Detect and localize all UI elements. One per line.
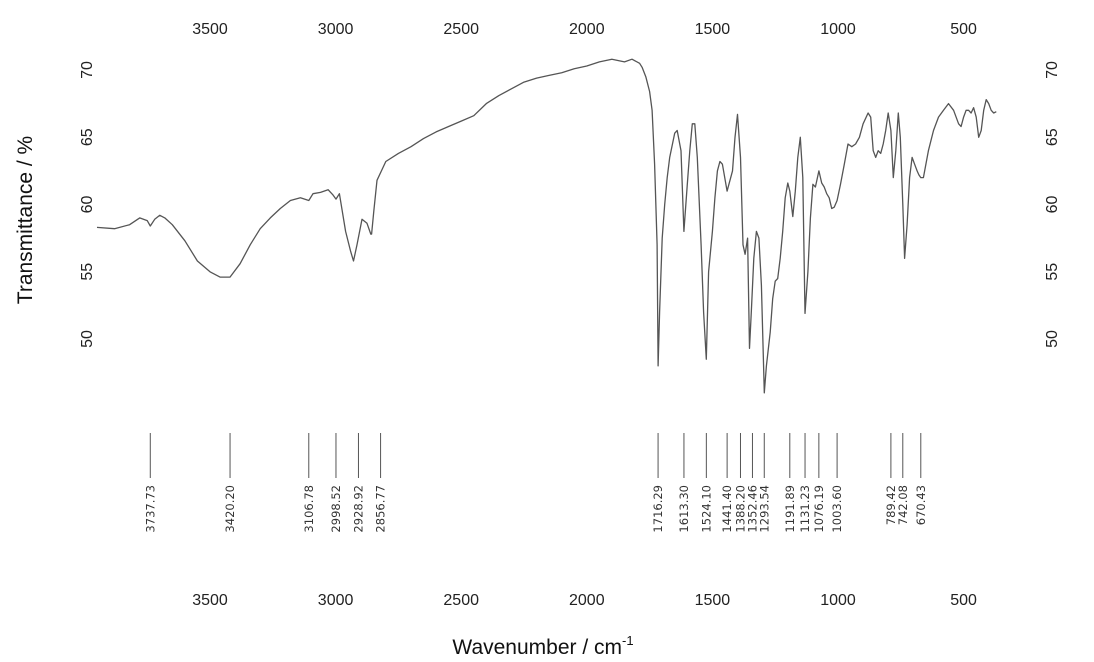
y-tick-left-65: 65 <box>79 128 96 146</box>
peak-label-2856.77: 2856.77 <box>374 485 388 533</box>
y-axis-title: Transmittance / % <box>14 136 37 304</box>
peak-label-1441.40: 1441.40 <box>720 485 734 533</box>
y-tick-left-50: 50 <box>79 330 96 348</box>
peak-label-2998.52: 2998.52 <box>329 485 343 533</box>
peak-label-3420.20: 3420.20 <box>223 485 237 533</box>
y-tick-right-70: 70 <box>1044 61 1061 79</box>
x-tick-top-3500: 3500 <box>192 21 228 38</box>
x-tick-bottom-1500: 1500 <box>695 592 731 609</box>
peak-label-742.08: 742.08 <box>896 485 910 525</box>
x-tick-top-500: 500 <box>950 21 977 38</box>
y-tick-right-55: 55 <box>1044 263 1061 281</box>
x-axis-title-main: Wavenumber / cm <box>452 636 622 659</box>
peak-label-1352.46: 1352.46 <box>745 485 759 533</box>
x-tick-top-1000: 1000 <box>820 21 856 38</box>
left-y-axis: 50 55 60 65 70 <box>79 61 96 348</box>
bottom-x-axis: 3500 3000 2500 2000 1500 1000 500 <box>192 592 977 609</box>
peak-label-1388.20: 1388.20 <box>733 485 747 533</box>
peak-label-3737.73: 3737.73 <box>143 485 157 533</box>
peak-label-1613.30: 1613.30 <box>677 485 691 533</box>
peak-markers: 3737.73 3420.20 3106.78 2998.52 2928.92 2856.… <box>143 433 928 533</box>
y-tick-right-50: 50 <box>1044 330 1061 348</box>
x-tick-top-2500: 2500 <box>443 21 479 38</box>
x-axis-title: Wavenumber / cm-1 <box>452 633 633 659</box>
x-axis-title-sup: -1 <box>622 633 634 648</box>
peak-label-3106.78: 3106.78 <box>302 485 316 533</box>
right-y-axis: 50 55 60 65 70 <box>1044 61 1061 348</box>
x-tick-bottom-2500: 2500 <box>443 592 479 609</box>
y-tick-left-70: 70 <box>79 61 96 79</box>
peak-label-1191.89: 1191.89 <box>783 485 797 533</box>
peak-label-1293.54: 1293.54 <box>757 485 771 533</box>
y-tick-left-60: 60 <box>79 196 96 214</box>
x-tick-top-2000: 2000 <box>569 21 605 38</box>
peak-label-1716.29: 1716.29 <box>651 485 665 533</box>
top-x-axis: 3500 3000 2500 2000 1500 1000 500 <box>192 21 977 38</box>
x-tick-bottom-2000: 2000 <box>569 592 605 609</box>
y-tick-right-60: 60 <box>1044 196 1061 214</box>
y-tick-left-55: 55 <box>79 263 96 281</box>
x-tick-bottom-500: 500 <box>950 592 977 609</box>
spectrum-series <box>96 58 997 394</box>
spectrum-line <box>96 58 997 394</box>
y-tick-right-65: 65 <box>1044 128 1061 146</box>
peak-label-789.42: 789.42 <box>884 485 898 525</box>
x-tick-bottom-1000: 1000 <box>820 592 856 609</box>
x-tick-bottom-3000: 3000 <box>318 592 354 609</box>
peak-label-1131.23: 1131.23 <box>798 485 812 533</box>
x-tick-top-3000: 3000 <box>318 21 354 38</box>
peak-label-1003.60: 1003.60 <box>830 485 844 533</box>
peak-label-2928.92: 2928.92 <box>351 485 365 533</box>
peak-label-1524.10: 1524.10 <box>699 485 713 533</box>
x-tick-top-1500: 1500 <box>695 21 731 38</box>
peak-label-1076.19: 1076.19 <box>812 485 826 533</box>
x-tick-bottom-3500: 3500 <box>192 592 228 609</box>
peak-label-670.43: 670.43 <box>914 485 928 525</box>
